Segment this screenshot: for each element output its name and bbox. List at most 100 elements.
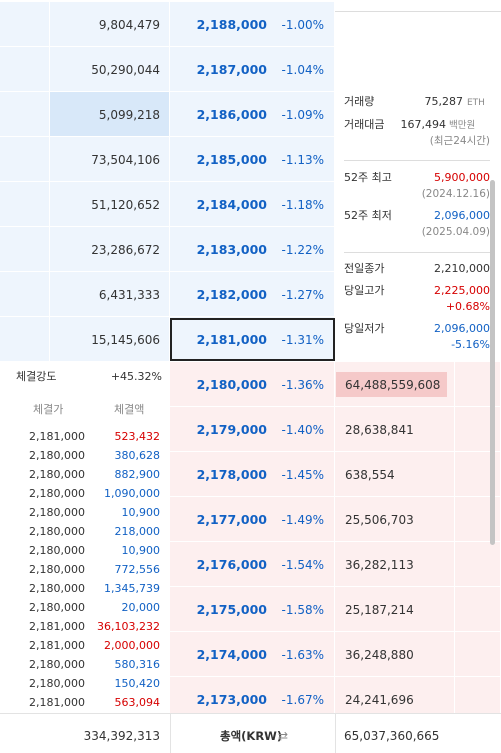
info-value: 2,096,000 <box>434 209 490 222</box>
info-value: 2,210,000 <box>434 262 490 275</box>
ask-price-cell[interactable] <box>170 47 335 92</box>
bid-volume: 24,241,696 <box>345 692 414 707</box>
ask-price-cell[interactable] <box>170 272 335 317</box>
bid-price-cell[interactable] <box>170 632 335 677</box>
trade-price: 2,180,000 <box>29 563 85 576</box>
ask-price-cell[interactable] <box>170 227 335 272</box>
ask-price[interactable]: 2,185,000 <box>196 151 267 167</box>
trade-amount: 580,316 <box>114 658 161 671</box>
ask-price-cell[interactable] <box>170 137 335 182</box>
ask-volume: 15,145,606 <box>91 332 160 347</box>
ask-price[interactable]: 2,187,000 <box>196 61 267 77</box>
trade-price: 2,181,000 <box>29 696 85 709</box>
bid-price[interactable]: 2,175,000 <box>196 601 267 617</box>
bid-volume-cell <box>335 542 455 587</box>
bid-cell <box>455 542 501 587</box>
ask-cell <box>0 47 50 92</box>
ask-change: -1.31% <box>281 332 324 347</box>
trade-price: 2,181,000 <box>29 639 85 652</box>
scrollbar[interactable] <box>490 180 495 545</box>
info-label: 거래대금 <box>344 118 385 131</box>
ask-change: -1.09% <box>281 107 324 122</box>
trade-amount: 563,094 <box>114 696 161 709</box>
bid-price-cell[interactable] <box>170 407 335 452</box>
trade-price: 2,180,000 <box>29 525 85 538</box>
info-change: +0.68% <box>445 300 490 313</box>
ask-cell <box>0 2 50 47</box>
ask-price[interactable]: 2,188,000 <box>196 16 267 32</box>
ask-volume-cell <box>50 2 170 47</box>
info-note: (최근24시간) <box>429 135 490 147</box>
footer: 334,392,313 총액(KRW) ⇄ 65,037,360,665 <box>0 713 501 753</box>
bid-change: -1.67% <box>281 692 324 707</box>
info-label: 전일종가 <box>344 262 385 275</box>
trade-header: 체결가 <box>33 403 64 416</box>
info-value: 167,494 <box>400 118 447 131</box>
trade-amount: 10,900 <box>121 506 161 519</box>
ask-price-cell[interactable] <box>170 182 335 227</box>
info-value: 2,096,000 <box>434 322 490 335</box>
trade-header: 체결액 <box>114 403 145 416</box>
bid-price[interactable]: 2,176,000 <box>196 556 267 572</box>
bid-volume: 25,506,703 <box>345 512 414 527</box>
bid-price-cell[interactable] <box>170 497 335 542</box>
ask-cell <box>0 272 50 317</box>
bid-volume-cell <box>335 452 455 497</box>
bid-price-cell[interactable] <box>170 362 335 407</box>
info-label: 52주 최고 <box>344 171 392 184</box>
ask-price[interactable]: 2,181,000 <box>196 331 267 347</box>
trade-amount: 150,420 <box>114 677 161 690</box>
bid-change: -1.58% <box>281 602 324 617</box>
bid-cell <box>455 587 501 632</box>
bid-price[interactable]: 2,180,000 <box>196 376 267 392</box>
trade-price: 2,180,000 <box>29 449 85 462</box>
bid-price-cell[interactable] <box>170 452 335 497</box>
bid-price-cell[interactable] <box>170 542 335 587</box>
trade-price: 2,180,000 <box>29 601 85 614</box>
ask-change: -1.27% <box>281 287 324 302</box>
ask-total: 334,392,313 <box>83 729 160 743</box>
ask-volume-cell <box>50 272 170 317</box>
trade-price: 2,180,000 <box>29 677 85 690</box>
trade-amount: 10,900 <box>121 544 161 557</box>
ask-price-cell[interactable] <box>170 2 335 47</box>
bid-price[interactable]: 2,173,000 <box>196 691 267 707</box>
ask-price[interactable]: 2,184,000 <box>196 196 267 212</box>
ask-price[interactable]: 2,186,000 <box>196 106 267 122</box>
trade-price: 2,181,000 <box>29 430 85 443</box>
bid-volume-cell <box>335 407 455 452</box>
bid-price[interactable]: 2,174,000 <box>196 646 267 662</box>
divider <box>170 714 171 753</box>
divider <box>344 160 490 161</box>
bid-price[interactable]: 2,177,000 <box>196 511 267 527</box>
ask-price-cell[interactable] <box>170 92 335 137</box>
bid-volume-cell <box>335 632 455 677</box>
info-value: 75,287 <box>424 95 464 108</box>
trade-price: 2,180,000 <box>29 582 85 595</box>
ask-volume: 23,286,672 <box>91 242 160 257</box>
info-label: 거래량 <box>344 95 375 108</box>
ask-price[interactable]: 2,182,000 <box>196 286 267 302</box>
total-label[interactable]: 총액(KRW) <box>220 729 283 743</box>
bid-volume: 36,248,880 <box>345 647 414 662</box>
trade-price: 2,180,000 <box>29 468 85 481</box>
bid-price[interactable]: 2,179,000 <box>196 421 267 437</box>
trade-amount: 2,000,000 <box>104 639 160 652</box>
trade-amount: 218,000 <box>114 525 161 538</box>
ask-price[interactable]: 2,183,000 <box>196 241 267 257</box>
trade-price: 2,180,000 <box>29 506 85 519</box>
ask-change: -1.00% <box>281 17 324 32</box>
bid-total: 65,037,360,665 <box>344 729 440 743</box>
trade-amount: 882,900 <box>114 468 161 481</box>
trade-price: 2,180,000 <box>29 658 85 671</box>
info-value: 5,900,000 <box>434 171 490 184</box>
ask-cell <box>0 227 50 272</box>
bid-price-cell[interactable] <box>170 587 335 632</box>
current-price-box <box>170 318 335 361</box>
trade-amount: 380,628 <box>114 449 161 462</box>
ask-volume-cell <box>50 227 170 272</box>
toggle-icon[interactable]: ⇄ <box>278 729 289 743</box>
bid-price[interactable]: 2,178,000 <box>196 466 267 482</box>
trade-price: 2,181,000 <box>29 620 85 633</box>
ask-cell <box>0 182 50 227</box>
